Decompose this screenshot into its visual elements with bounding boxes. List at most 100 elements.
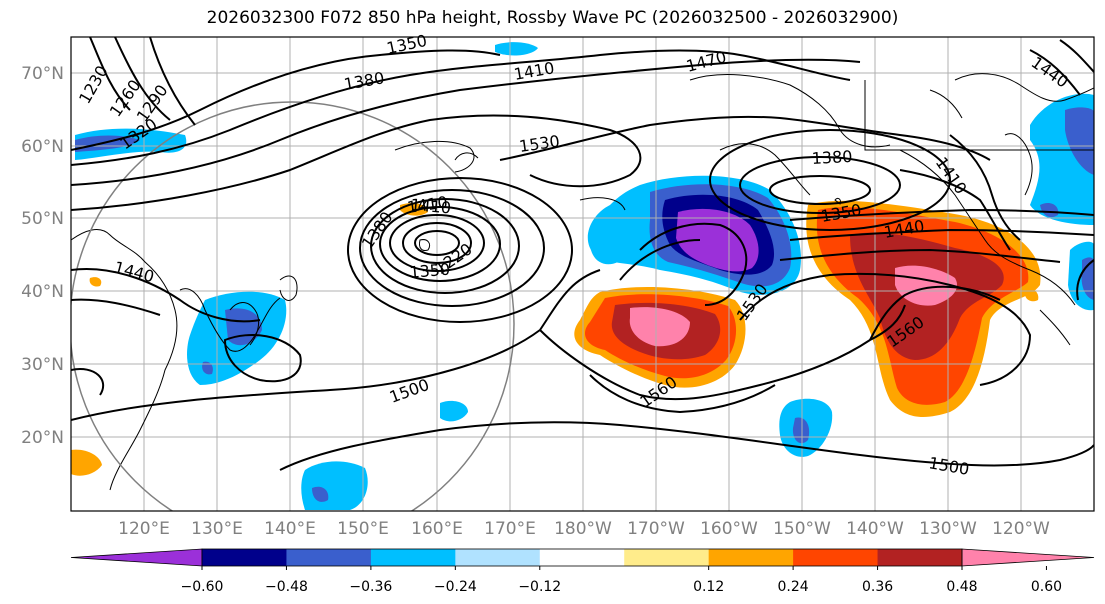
contour-line <box>949 134 1021 241</box>
lon-label: 120°W <box>992 519 1050 539</box>
lon-label: 170°E <box>484 519 536 539</box>
contour-line <box>1059 39 1094 73</box>
lat-label: 60°N <box>21 137 64 157</box>
lon-label: 120°E <box>118 519 170 539</box>
contour-line <box>71 269 601 421</box>
coastlines <box>71 73 1094 491</box>
colorbar-segment <box>708 549 794 566</box>
contour-line <box>779 248 1061 263</box>
colorbar-tick-label: 0.36 <box>862 579 893 595</box>
contour-line <box>1029 49 1081 96</box>
contour-label: 1350 <box>409 260 451 282</box>
lat-label: 20°N <box>21 428 64 448</box>
target-region-circle <box>71 101 515 511</box>
contour-line <box>71 58 861 186</box>
latitude-labels: 70°N 60°N 50°N 40°N 30°N 20°N <box>21 64 64 448</box>
contour-line <box>639 222 748 306</box>
contour-label: 1500 <box>927 453 970 479</box>
lon-label: 130°E <box>191 519 243 539</box>
lon-label: 150°E <box>337 519 389 539</box>
contour-line <box>539 304 906 401</box>
colorbar-frame <box>201 548 963 567</box>
lon-label: 160°W <box>700 519 758 539</box>
contour-label: 1530 <box>518 131 561 155</box>
colorbar-tick-label: −0.36 <box>349 579 392 595</box>
colorbar-tick-label: 0.24 <box>778 579 809 595</box>
contour-alaska-ring <box>739 156 901 214</box>
lon-label: 160°E <box>411 519 463 539</box>
contour-line <box>71 49 851 166</box>
map-frame <box>70 36 1095 512</box>
colorbar-ticks: −0.60 −0.48 −0.36 −0.24 −0.12 0.12 0.24 … <box>181 566 1062 595</box>
contour-low-ring <box>347 177 573 323</box>
lat-label: 50°N <box>21 209 64 229</box>
contour-line <box>499 115 991 161</box>
colorbar-tick-label: −0.12 <box>518 579 561 595</box>
contour-low-ring <box>414 230 460 256</box>
colorbar-tick-label: −0.60 <box>181 579 224 595</box>
colorbar-extend-low <box>70 548 203 567</box>
lon-label: 180°W <box>554 519 612 539</box>
contour-line <box>89 37 131 111</box>
colorbar-segment <box>793 549 879 566</box>
contour-label: 1230 <box>75 62 112 107</box>
contour-line <box>279 421 1094 471</box>
colorbar-tick-label: −0.48 <box>265 579 308 595</box>
contour-line <box>71 368 105 396</box>
lat-label: 70°N <box>21 64 64 84</box>
contour-label: 1220 <box>431 239 475 278</box>
colorbar-segment <box>370 549 456 566</box>
contour-line <box>589 374 776 414</box>
contour-line <box>223 334 302 383</box>
contour-label: 1410 <box>410 195 452 217</box>
contour-line <box>71 268 261 323</box>
colorbar-segments <box>70 548 1095 567</box>
height-contours <box>71 37 1094 471</box>
contour-line <box>789 228 1094 241</box>
contour-label: 1440 <box>112 258 156 287</box>
longitude-labels: 120°E 130°E 140°E 150°E 160°E 170°E 180°… <box>118 519 1050 539</box>
colorbar-tick-label: 0.60 <box>1031 579 1062 595</box>
contour-line <box>619 239 701 281</box>
colorbar: −0.60 −0.48 −0.36 −0.24 −0.12 0.12 0.24 … <box>70 548 1095 595</box>
contour-line <box>789 208 1094 221</box>
contour-line <box>114 37 171 121</box>
colorbar-tick-label: −0.24 <box>434 579 477 595</box>
lat-label: 30°N <box>21 355 64 375</box>
lon-label: 140°E <box>264 519 316 539</box>
colorbar-segment <box>877 549 963 566</box>
colorbar-segment <box>202 549 287 566</box>
contour-label: 1350 <box>385 31 429 58</box>
contour-line <box>71 114 642 211</box>
contour-line <box>739 272 1032 386</box>
colorbar-segment <box>286 549 372 566</box>
contour-label: 1380 <box>811 147 853 168</box>
lon-label: 140°W <box>846 519 904 539</box>
colorbar-segment <box>539 549 625 566</box>
contour-low-ring <box>370 198 520 294</box>
contour-low-ring <box>402 222 472 264</box>
contour-alaska-ring <box>709 129 951 231</box>
lon-label: 130°W <box>919 519 977 539</box>
lat-label: 40°N <box>21 282 64 302</box>
contour-line <box>71 49 501 151</box>
contour-low-ring <box>359 189 545 307</box>
contour-label: 1500 <box>387 375 432 407</box>
contour-line <box>869 285 1001 341</box>
contour-low-ring <box>389 214 485 272</box>
colorbar-tick-label: 0.48 <box>946 579 977 595</box>
colorbar-extend-high <box>961 548 1095 567</box>
contour-low-ring <box>379 206 501 282</box>
contour-line <box>1076 259 1094 301</box>
contour-line <box>149 37 196 126</box>
contour-alaska-ring <box>769 175 871 205</box>
colorbar-segment <box>624 549 710 566</box>
map-title: 2026032300 F072 850 hPa height, Rossby W… <box>206 8 899 28</box>
contour-label: 1440 <box>1028 53 1072 92</box>
lon-label: 150°W <box>773 519 831 539</box>
colorbar-tick-label: 0.12 <box>693 579 724 595</box>
contour-line <box>71 298 161 316</box>
colorbar-segment <box>455 549 541 566</box>
lon-label: 170°W <box>627 519 685 539</box>
